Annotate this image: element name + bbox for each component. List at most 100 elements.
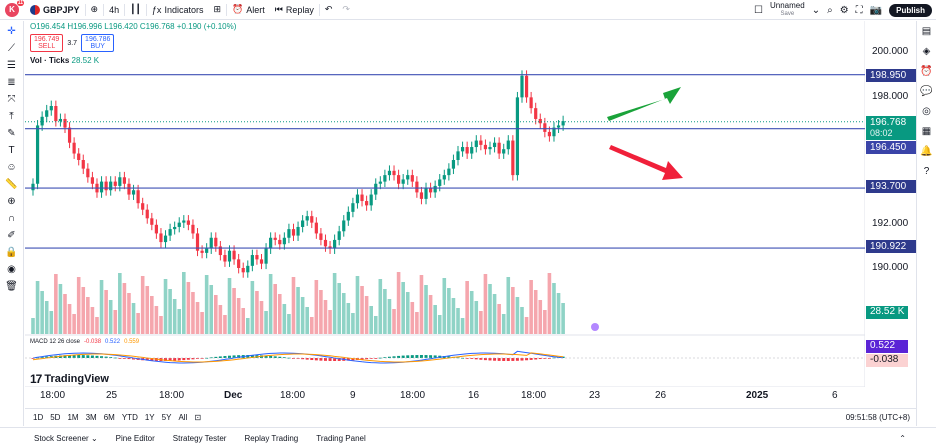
macd-histogram-bar — [323, 358, 327, 361]
current-price: 196.768 — [870, 117, 907, 128]
time-tick: 16 — [468, 390, 480, 401]
volume-bar — [186, 282, 191, 334]
time-tick: Dec — [224, 390, 243, 401]
macd-histogram-bar — [246, 355, 250, 358]
buy-button[interactable]: 196.786 BUY — [81, 34, 115, 52]
text-icon[interactable]: T — [8, 145, 15, 156]
macd-histogram-bar — [81, 355, 85, 358]
emoji-icon[interactable]: ☺ — [6, 162, 17, 173]
notifications-icon[interactable]: 🔔 — [920, 146, 933, 157]
range-ytd[interactable]: YTD — [121, 413, 138, 422]
compare-button[interactable]: ⊕ — [86, 0, 104, 20]
calendar-icon[interactable]: ▦ — [921, 126, 932, 137]
candle-body — [159, 233, 163, 243]
trading-panel-tab[interactable]: Trading Panel — [316, 433, 366, 443]
level-198950-label: 198.950 — [866, 69, 916, 82]
range-1y[interactable]: 1Y — [144, 413, 155, 422]
zoom-icon[interactable]: ⊕ — [7, 196, 16, 207]
macd-histogram-bar — [287, 357, 291, 359]
range-6m[interactable]: 6M — [103, 413, 115, 422]
range-5y[interactable]: 5Y — [161, 413, 172, 422]
pine-editor-tab[interactable]: Pine Editor — [115, 433, 155, 443]
chevron-down-icon[interactable]: ⌄ — [811, 4, 821, 16]
volume-bar — [90, 307, 95, 334]
range-all[interactable]: All — [178, 413, 188, 422]
volume-bar — [396, 272, 401, 334]
lock-draw-icon[interactable]: ✐ — [7, 230, 16, 241]
volume-bar — [268, 274, 273, 334]
stock-screener-tab[interactable]: Stock Screener ⌄ — [34, 434, 98, 443]
time-tick: 18:00 — [521, 390, 547, 401]
undo-button[interactable]: ↶ — [320, 0, 338, 20]
volume-bar — [332, 273, 337, 334]
layers-icon[interactable]: ◈ — [922, 46, 931, 57]
macd-histogram-bar — [538, 358, 542, 360]
chart-type-button[interactable]: ┃┃ — [125, 0, 146, 20]
ideas-icon[interactable]: ◎ — [922, 106, 931, 117]
range-5d[interactable]: 5D — [50, 413, 61, 422]
range-3m[interactable]: 3M — [85, 413, 97, 422]
indicators-button[interactable]: ƒx Indicators — [147, 0, 209, 20]
forecast-icon[interactable]: ⤒ — [9, 111, 14, 122]
eye-icon[interactable]: ◉ — [7, 264, 16, 275]
alert-button[interactable]: ⏰ Alert — [227, 0, 270, 20]
trash-icon[interactable]: 🗑 — [5, 281, 18, 292]
candle-body — [163, 235, 168, 243]
symbol-search[interactable]: GBPJPY — [25, 0, 85, 20]
candle-body — [410, 175, 414, 182]
brush-icon[interactable]: ✎ — [7, 128, 16, 139]
user-avatar[interactable]: K 11 — [5, 0, 24, 17]
goto-date-icon[interactable]: ⊡ — [194, 413, 202, 422]
alarm-clock-icon[interactable]: ⏰ — [920, 66, 933, 77]
volume-bar — [456, 308, 460, 334]
sell-button[interactable]: 196.749 SELL — [30, 34, 64, 52]
chat-icon[interactable]: 💬 — [920, 86, 933, 97]
clock-timezone[interactable]: 09:51:58 (UTC+8) — [845, 413, 910, 422]
strategy-tester-tab[interactable]: Strategy Tester — [172, 433, 227, 443]
replay-button[interactable]: ⏮ Replay — [270, 0, 319, 20]
candle-body — [173, 226, 177, 230]
volume-bar — [479, 311, 483, 334]
price-chart[interactable] — [25, 21, 865, 387]
fib-icon[interactable]: ≣ — [7, 77, 16, 88]
volume-bar — [241, 308, 246, 334]
replay-trading-tab[interactable]: Replay Trading — [244, 433, 299, 443]
layout-name: Unnamed — [770, 1, 805, 10]
redo-button[interactable]: ↷ — [337, 0, 355, 20]
candle-body — [246, 265, 250, 273]
divider — [124, 3, 126, 16]
macd-histogram-bar — [383, 357, 387, 359]
watchlist-icon[interactable]: ▤ — [921, 26, 932, 37]
help-icon[interactable]: ? — [923, 166, 930, 177]
crosshair-icon[interactable]: ✛ — [7, 26, 16, 37]
macd-histogram-bar — [209, 357, 213, 359]
candle-body — [337, 231, 341, 240]
interval-button[interactable]: 4h — [104, 0, 124, 20]
candle-body — [200, 250, 204, 253]
macd-histogram-bar — [474, 358, 478, 360]
checkbox-icon[interactable]: ☐ — [754, 4, 763, 16]
magnet-icon[interactable]: ∩ — [7, 213, 16, 224]
range-1m[interactable]: 1M — [67, 413, 79, 422]
quick-search-icon[interactable]: ⌕ — [827, 4, 833, 16]
candle-body — [177, 222, 181, 227]
divider — [145, 3, 147, 16]
macd-histogram-bar — [465, 358, 469, 359]
publish-button[interactable]: Publish — [889, 3, 932, 17]
horizontal-lines-icon[interactable]: ☰ — [7, 60, 16, 71]
candle-body — [273, 237, 277, 240]
trend-line-icon[interactable]: ⟋ — [8, 43, 15, 54]
layout-name-button[interactable]: Unnamed Save — [770, 2, 805, 18]
candle-body — [534, 108, 538, 119]
lock-icon[interactable]: 🔒 — [5, 247, 18, 258]
replay-label: Replay — [285, 4, 314, 15]
camera-icon[interactable]: 📷 — [869, 4, 883, 16]
ruler-icon[interactable]: 📏 — [5, 179, 18, 190]
macd-histogram-bar — [479, 358, 483, 360]
layout-templates-button[interactable]: ⊞ — [208, 0, 226, 20]
range-1d[interactable]: 1D — [33, 413, 44, 422]
collapse-panel-icon[interactable]: ⌃ — [899, 433, 906, 443]
settings-icon[interactable]: ⚙ — [839, 4, 849, 16]
pattern-icon[interactable]: ⤧ — [7, 94, 16, 105]
fullscreen-icon[interactable]: ⛶ — [855, 4, 863, 16]
